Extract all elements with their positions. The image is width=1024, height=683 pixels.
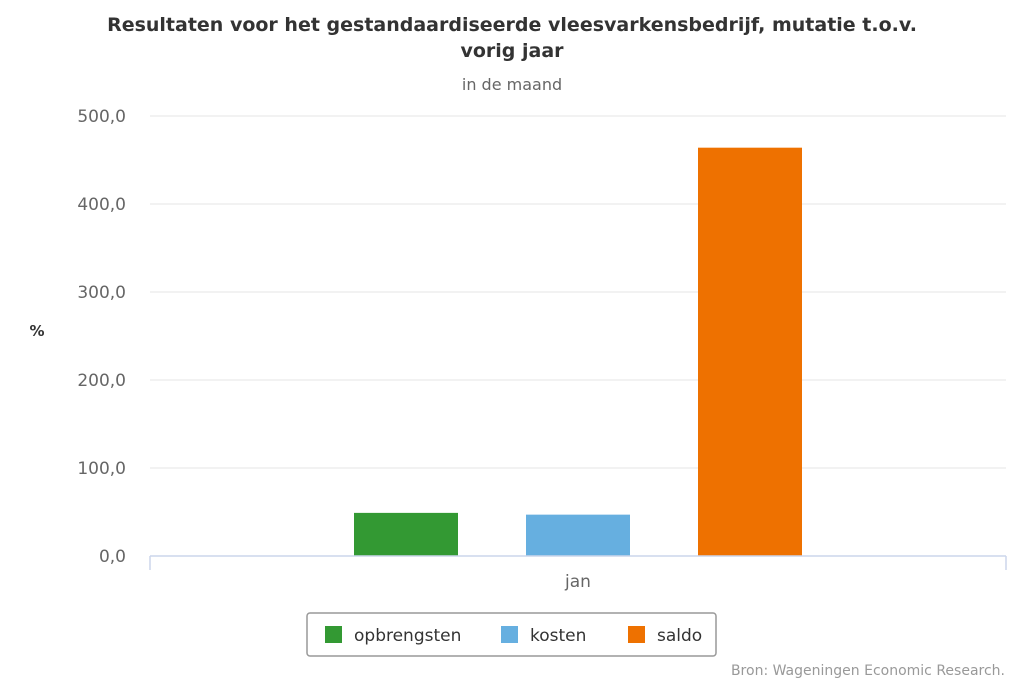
bar-kosten[interactable] [526, 514, 630, 556]
legend-item-kosten[interactable]: kosten [501, 626, 586, 646]
legend-item-saldo[interactable]: saldo [628, 626, 702, 646]
y-tick-label: 300,0 [77, 283, 126, 303]
legend-swatch [325, 626, 342, 643]
y-tick-label: 500,0 [77, 107, 126, 127]
chart-title-line-2: vorig jaar [460, 40, 564, 62]
y-tick-label: 100,0 [77, 459, 126, 479]
legend-swatch [501, 626, 518, 643]
legend[interactable]: opbrengsten kosten saldo [306, 612, 717, 657]
legend-item-opbrengsten[interactable]: opbrengsten [325, 626, 461, 646]
chart-title-line-1: Resultaten voor het gestandaardiseerde v… [107, 14, 917, 36]
legend-label: kosten [530, 626, 586, 646]
y-tick-label: 0,0 [99, 547, 126, 567]
y-axis-ticks: 0,0 100,0 200,0 300,0 400,0 500,0 [77, 107, 126, 567]
legend-label: saldo [657, 626, 702, 646]
x-axis: jan [149, 555, 1007, 592]
x-tick-label: jan [564, 572, 591, 592]
legend-swatch [628, 626, 645, 643]
y-tick-label: 200,0 [77, 371, 126, 391]
y-axis-label: % [29, 322, 44, 340]
gridlines [150, 115, 1006, 469]
chart-subtitle: in de maand [462, 75, 562, 94]
bar-saldo[interactable] [698, 147, 802, 556]
bars [354, 147, 802, 556]
bar-opbrengsten[interactable] [354, 512, 458, 556]
y-tick-label: 400,0 [77, 195, 126, 215]
chart-credits[interactable]: Bron: Wageningen Economic Research. [731, 663, 1005, 679]
legend-label: opbrengsten [354, 626, 461, 646]
